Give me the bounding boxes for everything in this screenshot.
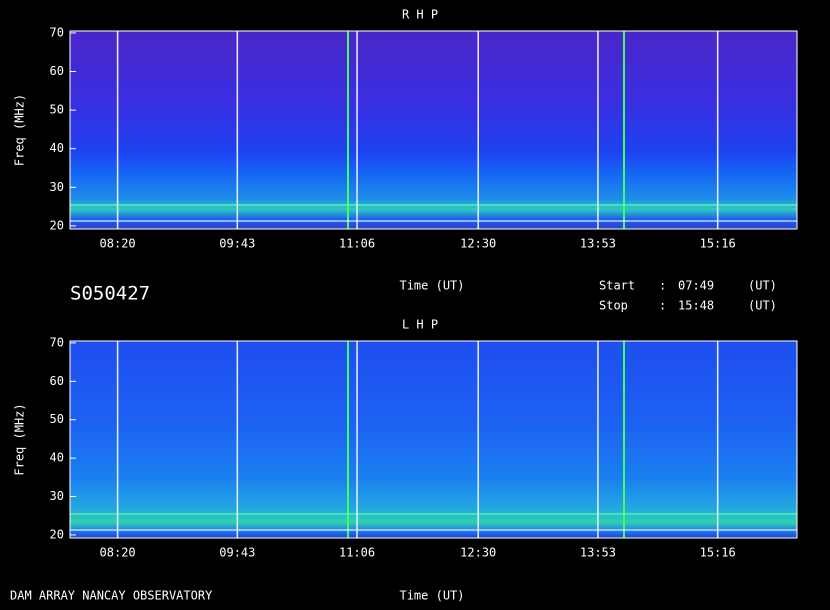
spectrogram xyxy=(70,341,797,538)
x-axis-label: Time (UT) xyxy=(399,279,464,293)
start-label: Start xyxy=(599,279,635,293)
stop-sep: : xyxy=(659,299,666,313)
x-tick-label: 08:20 xyxy=(100,546,136,560)
y-tick-label: 20 xyxy=(50,527,64,541)
start-time: 07:49 xyxy=(678,279,714,293)
spectrogram xyxy=(70,31,797,229)
chart-title: L H P xyxy=(402,318,438,332)
plot-frame xyxy=(69,30,798,230)
x-tick-label: 15:16 xyxy=(700,237,736,251)
x-tick-label: 13:53 xyxy=(580,546,616,560)
x-tick-label: 12:30 xyxy=(460,546,496,560)
chart-title: R H P xyxy=(402,8,438,22)
x-tick-label: 09:43 xyxy=(219,546,255,560)
stop-unit: (UT) xyxy=(748,299,777,313)
y-axis-label: Freq (MHz) xyxy=(13,403,27,475)
y-tick-label: 60 xyxy=(50,64,64,78)
plot-frame xyxy=(69,340,798,539)
credit: DAM ARRAY NANCAY OBSERVATORY xyxy=(10,589,213,603)
observation-id: S050427 xyxy=(70,283,150,305)
x-tick-label: 13:53 xyxy=(580,237,616,251)
y-axis-label: Freq (MHz) xyxy=(13,94,27,166)
y-tick-label: 40 xyxy=(50,141,64,155)
y-tick-label: 20 xyxy=(50,218,64,232)
stop-time: 15:48 xyxy=(678,299,714,313)
x-tick-label: 12:30 xyxy=(460,237,496,251)
x-tick-label: 09:43 xyxy=(219,237,255,251)
start-unit: (UT) xyxy=(748,279,777,293)
y-tick-label: 60 xyxy=(50,374,64,388)
y-tick-label: 30 xyxy=(50,489,64,503)
x-tick-label: 08:20 xyxy=(100,237,136,251)
y-tick-label: 70 xyxy=(50,25,64,39)
y-tick-label: 50 xyxy=(50,412,64,426)
x-tick-label: 15:16 xyxy=(700,546,736,560)
x-tick-label: 11:06 xyxy=(339,546,375,560)
x-tick-label: 11:06 xyxy=(339,237,375,251)
y-tick-label: 30 xyxy=(50,180,64,194)
start-sep: : xyxy=(659,279,666,293)
y-tick-label: 70 xyxy=(50,335,64,349)
y-tick-label: 40 xyxy=(50,451,64,465)
x-axis-label: Time (UT) xyxy=(399,589,464,603)
y-tick-label: 50 xyxy=(50,103,64,117)
stop-label: Stop xyxy=(599,299,628,313)
